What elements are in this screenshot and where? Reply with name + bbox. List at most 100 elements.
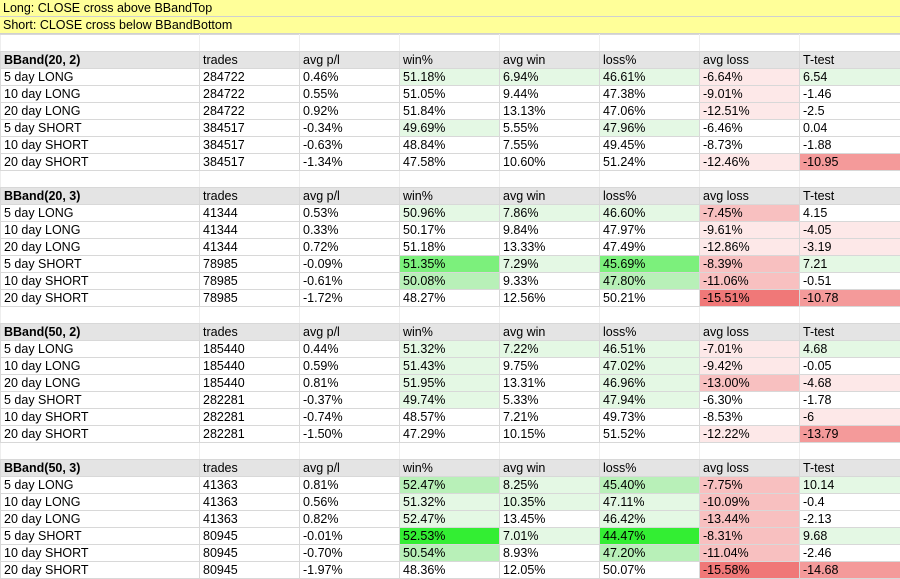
- column-header: T-test: [799, 51, 900, 69]
- loss-pct-cell: 47.96%: [599, 119, 700, 137]
- avg-loss-cell: -9.61%: [699, 221, 800, 239]
- table-row: 20 day LONG 41344 0.72% 51.18% 13.33% 47.49% -…: [0, 238, 900, 256]
- spacer-row: [0, 34, 900, 52]
- avg-loss-cell: -8.53%: [699, 408, 800, 426]
- column-header: trades: [199, 323, 300, 341]
- win-pct-cell: 50.08%: [399, 272, 500, 290]
- row-label: 10 day SHORT: [0, 136, 200, 154]
- avg-pl-cell: -0.37%: [299, 391, 400, 409]
- t-test-cell: -10.95: [799, 153, 900, 171]
- t-test-cell: -14.68: [799, 561, 900, 579]
- row-label: 20 day LONG: [0, 374, 200, 392]
- avg-win-cell: 12.56%: [499, 289, 600, 307]
- avg-pl-cell: 0.59%: [299, 357, 400, 375]
- empty-cell: [399, 442, 500, 460]
- win-pct-cell: 51.43%: [399, 357, 500, 375]
- row-label: 5 day LONG: [0, 476, 200, 494]
- avg-loss-cell: -12.86%: [699, 238, 800, 256]
- t-test-cell: -0.4: [799, 493, 900, 511]
- avg-loss-cell: -10.09%: [699, 493, 800, 511]
- t-test-cell: 0.04: [799, 119, 900, 137]
- avg-loss-cell: -15.58%: [699, 561, 800, 579]
- avg-pl-cell: -0.09%: [299, 255, 400, 273]
- row-label: 10 day SHORT: [0, 272, 200, 290]
- long-rule-banner: Long: CLOSE cross above BBandTop: [0, 0, 900, 17]
- avg-loss-cell: -9.01%: [699, 85, 800, 103]
- column-header: avg win: [499, 323, 600, 341]
- win-pct-cell: 51.95%: [399, 374, 500, 392]
- avg-loss-cell: -7.01%: [699, 340, 800, 358]
- avg-loss-cell: -13.00%: [699, 374, 800, 392]
- trades-cell: 282281: [199, 408, 300, 426]
- column-header: T-test: [799, 323, 900, 341]
- avg-win-cell: 5.55%: [499, 119, 600, 137]
- trades-cell: 78985: [199, 289, 300, 307]
- table-row: 20 day SHORT 282281 -1.50% 47.29% 10.15% 51.5…: [0, 425, 900, 443]
- avg-pl-cell: 0.56%: [299, 493, 400, 511]
- avg-pl-cell: -0.74%: [299, 408, 400, 426]
- t-test-cell: -0.51: [799, 272, 900, 290]
- loss-pct-cell: 46.60%: [599, 204, 700, 222]
- group-header-row: BBand(20, 2) trades avg p/l win% avg win loss…: [0, 51, 900, 69]
- empty-cell: [799, 442, 900, 460]
- empty-cell: [0, 442, 200, 460]
- empty-cell: [599, 306, 700, 324]
- column-header: avg loss: [699, 51, 800, 69]
- loss-pct-cell: 46.96%: [599, 374, 700, 392]
- avg-pl-cell: 0.44%: [299, 340, 400, 358]
- win-pct-cell: 51.18%: [399, 68, 500, 86]
- t-test-cell: -6: [799, 408, 900, 426]
- column-header: trades: [199, 187, 300, 205]
- loss-pct-cell: 46.42%: [599, 510, 700, 528]
- t-test-cell: -4.05: [799, 221, 900, 239]
- table-row: 10 day LONG 284722 0.55% 51.05% 9.44% 47.38% -…: [0, 85, 900, 103]
- loss-pct-cell: 47.11%: [599, 493, 700, 511]
- row-label: 20 day SHORT: [0, 425, 200, 443]
- t-test-cell: 9.68: [799, 527, 900, 545]
- avg-win-cell: 7.29%: [499, 255, 600, 273]
- column-header: avg loss: [699, 323, 800, 341]
- row-label: 20 day LONG: [0, 238, 200, 256]
- row-label: 5 day SHORT: [0, 255, 200, 273]
- t-test-cell: 10.14: [799, 476, 900, 494]
- t-test-cell: -2.46: [799, 544, 900, 562]
- loss-pct-cell: 47.06%: [599, 102, 700, 120]
- spacer-row: [0, 170, 900, 188]
- win-pct-cell: 51.32%: [399, 340, 500, 358]
- table-row: 10 day SHORT 78985 -0.61% 50.08% 9.33% 47.80%…: [0, 272, 900, 290]
- row-label: 10 day LONG: [0, 357, 200, 375]
- column-header: trades: [199, 459, 300, 477]
- empty-cell: [599, 170, 700, 188]
- row-label: 5 day SHORT: [0, 119, 200, 137]
- row-label: 5 day LONG: [0, 204, 200, 222]
- avg-pl-cell: -1.50%: [299, 425, 400, 443]
- empty-cell: [299, 306, 400, 324]
- avg-pl-cell: 0.81%: [299, 476, 400, 494]
- row-label: 10 day SHORT: [0, 408, 200, 426]
- empty-cell: [399, 34, 500, 52]
- group-header-row: BBand(50, 3) trades avg p/l win% avg win loss…: [0, 459, 900, 477]
- avg-pl-cell: 0.82%: [299, 510, 400, 528]
- table-row: 10 day SHORT 282281 -0.74% 48.57% 7.21% 49.73…: [0, 408, 900, 426]
- column-header: avg win: [499, 459, 600, 477]
- trades-cell: 282281: [199, 425, 300, 443]
- avg-pl-cell: -0.34%: [299, 119, 400, 137]
- row-label: 20 day LONG: [0, 102, 200, 120]
- table-row: 5 day LONG 41363 0.81% 52.47% 8.25% 45.40% -7.…: [0, 476, 900, 494]
- trades-cell: 282281: [199, 391, 300, 409]
- results-table: BBand(20, 2) trades avg p/l win% avg win loss…: [0, 34, 900, 579]
- empty-cell: [499, 170, 600, 188]
- avg-pl-cell: 0.55%: [299, 85, 400, 103]
- loss-pct-cell: 46.51%: [599, 340, 700, 358]
- loss-pct-cell: 49.73%: [599, 408, 700, 426]
- avg-win-cell: 7.21%: [499, 408, 600, 426]
- t-test-cell: -3.19: [799, 238, 900, 256]
- row-label: 5 day LONG: [0, 340, 200, 358]
- win-pct-cell: 49.74%: [399, 391, 500, 409]
- column-header: win%: [399, 51, 500, 69]
- short-rule-banner: Short: CLOSE cross below BBandBottom: [0, 17, 900, 34]
- avg-loss-cell: -11.06%: [699, 272, 800, 290]
- loss-pct-cell: 46.61%: [599, 68, 700, 86]
- avg-pl-cell: -1.34%: [299, 153, 400, 171]
- group-header-row: BBand(50, 2) trades avg p/l win% avg win loss…: [0, 323, 900, 341]
